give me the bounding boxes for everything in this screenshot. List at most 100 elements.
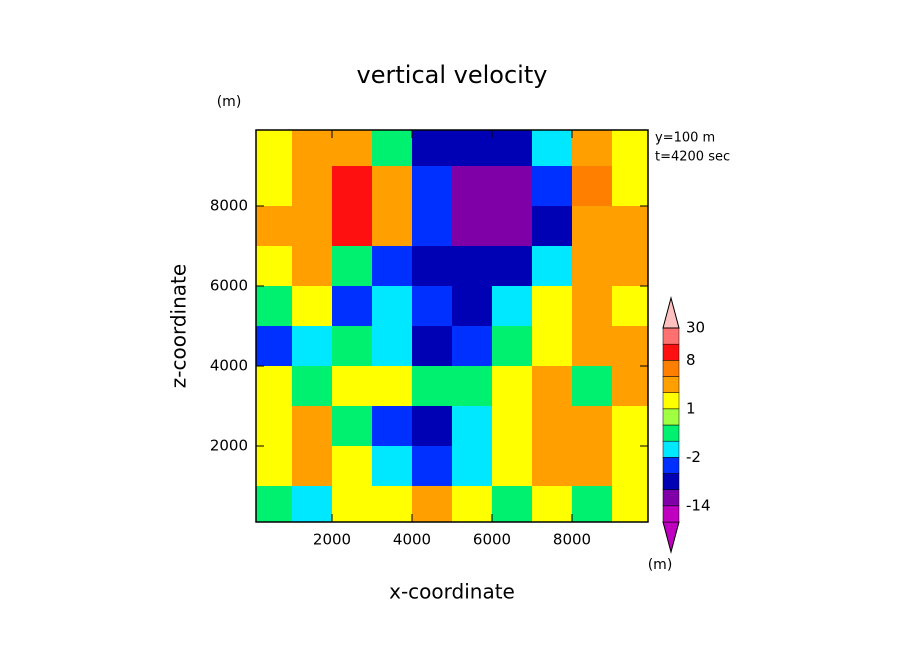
- contour-cell: [412, 166, 453, 207]
- contour-cell: [532, 206, 573, 247]
- contour-cell: [612, 446, 648, 487]
- contour-cell: [612, 246, 648, 287]
- colorbar-segment: [662, 408, 680, 426]
- contour-cell: [572, 206, 613, 247]
- contour-cell: [256, 166, 293, 207]
- contour-cell: [412, 326, 453, 367]
- contour-cell: [292, 286, 333, 327]
- y-tick-label: 2000: [210, 437, 248, 455]
- contour-cell: [452, 406, 493, 447]
- contour-cell: [292, 246, 333, 287]
- colorbar-segment: [662, 440, 680, 458]
- contour-cell: [412, 246, 453, 287]
- contour-cell: [612, 486, 648, 522]
- y-tick-label: 4000: [210, 357, 248, 375]
- contour-cell: [572, 286, 613, 327]
- colorbar-over: [662, 296, 680, 329]
- colorbar-label: -14: [686, 496, 711, 514]
- contour-cell: [332, 130, 373, 167]
- colorbar-segment: [662, 360, 680, 377]
- contour-cell: [612, 130, 648, 167]
- x-tick-label: 2000: [313, 531, 351, 549]
- contour-cell: [452, 246, 493, 287]
- contour-cell: [412, 446, 453, 487]
- colorbar-segment: [662, 424, 680, 442]
- contour-cell: [292, 406, 333, 447]
- contour-cell: [612, 366, 648, 407]
- contour-cell: [372, 130, 413, 167]
- contour-cell: [292, 206, 333, 247]
- contour-cell: [612, 206, 648, 247]
- contour-cell: [452, 166, 493, 207]
- contour-cell: [292, 326, 333, 367]
- colorbar-label: 30: [686, 319, 705, 337]
- contour-cell: [332, 166, 373, 207]
- contour-cell: [256, 206, 293, 247]
- contour-cell: [532, 286, 573, 327]
- contour-cell: [572, 366, 613, 407]
- contour-cell: [372, 486, 413, 522]
- colorbar-unit: (m): [648, 557, 673, 573]
- contour-cell: [256, 246, 293, 287]
- contour-cell: [452, 206, 493, 247]
- contour-cell: [572, 406, 613, 447]
- field: [256, 130, 648, 522]
- contour-cell: [412, 406, 453, 447]
- contour-cell: [492, 446, 533, 487]
- annotation: t=4200 sec: [655, 150, 730, 165]
- contour-cell: [412, 366, 453, 407]
- colorbar-label: 1: [686, 399, 696, 417]
- contour-cell: [532, 326, 573, 367]
- colorbar-label: 8: [686, 351, 696, 369]
- contour-cell: [292, 486, 333, 522]
- x-tick-label: 4000: [393, 531, 431, 549]
- contour-cell: [492, 286, 533, 327]
- contour-cell: [256, 130, 293, 167]
- contour-cell: [492, 130, 533, 167]
- contour-cell: [492, 246, 533, 287]
- colorbar-segment: [662, 327, 680, 345]
- contour-cell: [572, 326, 613, 367]
- contour-cell: [332, 206, 373, 247]
- contour-cell: [612, 406, 648, 447]
- contour-cell: [372, 326, 413, 367]
- y-tick-label: 6000: [210, 277, 248, 295]
- contour-cell: [372, 246, 413, 287]
- contour-cell: [452, 130, 493, 167]
- plot-frame: [255, 129, 649, 523]
- contour-cell: [412, 286, 453, 327]
- contour-cell: [612, 286, 648, 327]
- contour-cell: [256, 406, 293, 447]
- contour-cell: [492, 206, 533, 247]
- contour-cell: [412, 130, 453, 167]
- colorbar-label: -2: [686, 448, 701, 466]
- colorbar-segment: [662, 343, 680, 361]
- contour-cell: [532, 366, 573, 407]
- contour-cell: [532, 486, 573, 522]
- contour-cell: [412, 486, 453, 522]
- contour-cell: [612, 326, 648, 367]
- chart-title: vertical velocity: [357, 61, 548, 89]
- contour-cell: [412, 206, 453, 247]
- contour-cell: [372, 286, 413, 327]
- contour-cell: [532, 130, 573, 167]
- colorbar-under: [662, 521, 680, 554]
- contour-cell: [372, 446, 413, 487]
- contour-cell: [452, 326, 493, 367]
- contour-cell: [532, 166, 573, 207]
- contour-cell: [572, 246, 613, 287]
- contour-cell: [332, 486, 373, 522]
- annotation: y=100 m: [655, 131, 715, 146]
- colorbar-segment: [662, 473, 680, 490]
- contour-cell: [572, 486, 613, 522]
- contour-cell: [372, 206, 413, 247]
- contour-cell: [332, 446, 373, 487]
- contour-cell: [612, 166, 648, 207]
- contour-cell: [492, 486, 533, 522]
- contour-cell: [256, 446, 293, 487]
- y-axis-label: z-coordinate: [167, 264, 191, 388]
- colorbar-segment: [662, 457, 680, 474]
- contour-cell: [452, 486, 493, 522]
- contour-cell: [292, 166, 333, 207]
